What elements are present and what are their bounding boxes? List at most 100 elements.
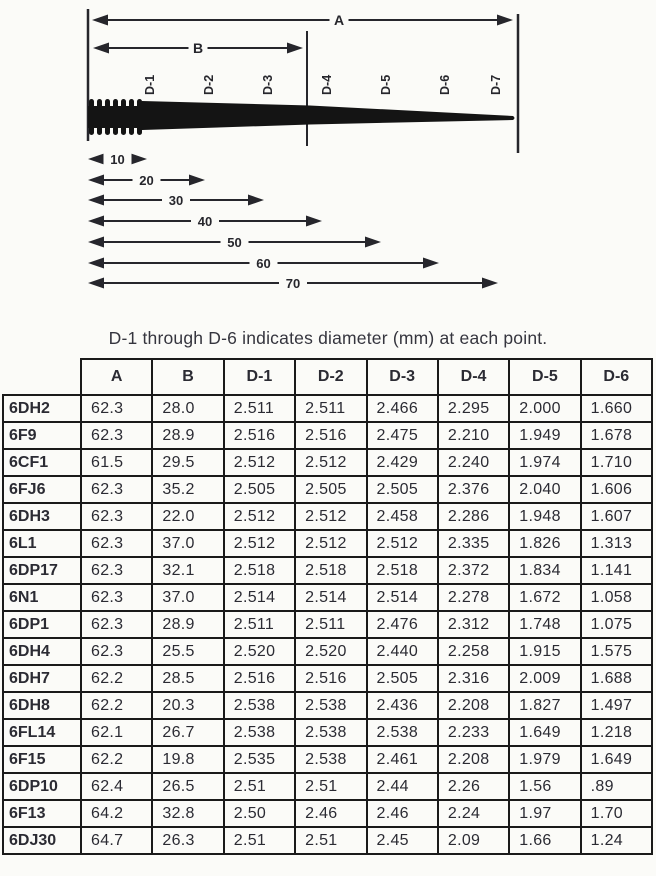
needle-name: 6DP10 (2, 772, 82, 801)
spec-value: 1.948 (508, 502, 582, 531)
diameter-point-label: D-5 (379, 75, 393, 95)
spec-value: 2.312 (436, 610, 511, 639)
distance-arrow: 60 (88, 255, 439, 271)
column-header: D-3 (365, 358, 439, 396)
dimension-label: 60 (256, 256, 270, 271)
arrowhead-left (88, 215, 104, 227)
spec-value: 2.24 (436, 799, 511, 828)
spec-value: 2.458 (365, 502, 439, 531)
needle-thread-rib (105, 99, 110, 135)
spec-value: 2.511 (294, 394, 368, 423)
spec-value: 62.4 (79, 772, 154, 801)
column-header: D-6 (579, 358, 654, 396)
arrowhead-left (88, 257, 104, 269)
spec-value: 1.313 (579, 529, 654, 558)
spec-value: 2.440 (365, 637, 439, 666)
spec-value: 2.50 (222, 799, 297, 828)
arrowhead-right (482, 277, 498, 289)
corner-cell (3, 359, 81, 395)
arrowhead-left (88, 174, 104, 186)
arrowhead-left (88, 194, 104, 206)
needle-name: 6N1 (2, 583, 82, 612)
needle-name: 6DH3 (2, 502, 82, 531)
spec-value: 2.09 (436, 826, 511, 855)
table-row: 6F9 62.3 28.9 2.516 2.516 2.475 2.210 1.949 1.67… (2, 421, 654, 450)
spec-value: 62.3 (79, 394, 154, 423)
spec-value: 1.97 (508, 799, 582, 828)
spec-value: 1.827 (508, 691, 582, 720)
table-caption: D-1 through D-6 indicates diameter (mm) … (108, 328, 548, 348)
spec-value: 1.826 (508, 529, 582, 558)
spec-value: 2.512 (222, 448, 297, 477)
spec-value: 1.575 (579, 637, 654, 666)
needle-shape (88, 99, 515, 135)
spec-value: 2.46 (294, 799, 368, 828)
spec-value: 2.335 (436, 529, 511, 558)
diameter-point-label: D-2 (202, 75, 216, 95)
spec-value: 1.649 (579, 745, 654, 774)
spec-value: 62.3 (79, 475, 154, 504)
needle-name: 6FJ6 (2, 475, 82, 504)
diameter-point-label: D-6 (438, 75, 452, 95)
needle-name: 6DH8 (2, 691, 82, 720)
spec-value: 2.233 (436, 718, 511, 747)
dimension-label: 70 (286, 276, 300, 291)
spec-value: 2.511 (294, 610, 368, 639)
spec-value: 2.538 (294, 691, 368, 720)
spec-value: 28.0 (151, 394, 225, 423)
spec-value: 2.040 (508, 475, 582, 504)
spec-value: 2.240 (436, 448, 511, 477)
table-row: 6DH7 62.2 28.5 2.516 2.516 2.505 2.316 2.009 1.6… (2, 664, 654, 693)
spec-value: 1.70 (579, 799, 654, 828)
arrowhead-right (423, 257, 439, 269)
needle-thread-rib (113, 99, 118, 135)
dimension-label: 40 (198, 214, 212, 229)
spec-value: 1.974 (508, 448, 582, 477)
spec-value: 61.5 (79, 448, 154, 477)
spec-value: 2.516 (294, 664, 368, 693)
needle-name: 6CF1 (2, 448, 82, 477)
needle-taper-body (142, 101, 515, 130)
spec-value: 62.3 (79, 556, 154, 585)
spec-value: 1.497 (579, 691, 654, 720)
spec-value: 20.3 (151, 691, 225, 720)
spec-value: 28.9 (151, 610, 225, 639)
spec-value: 2.511 (222, 610, 297, 639)
spec-value: 1.649 (508, 718, 582, 747)
distance-arrow: 10 (88, 151, 147, 167)
spec-value: 2.429 (365, 448, 439, 477)
spec-value: 62.3 (79, 583, 154, 612)
arrowhead-left (88, 236, 104, 248)
spec-value: 2.505 (365, 475, 439, 504)
table-row: 6DP10 62.4 26.5 2.51 2.51 2.44 2.26 1.56.89 (2, 772, 654, 801)
spec-value: 28.5 (151, 664, 225, 693)
spec-value: 1.748 (508, 610, 582, 639)
spec-value: 2.520 (222, 637, 297, 666)
spec-value: 2.505 (294, 475, 368, 504)
distance-arrow: 70 (88, 275, 498, 291)
spec-value: 37.0 (151, 583, 225, 612)
spec-value: 2.512 (365, 529, 439, 558)
needle-thread-rib (97, 99, 102, 135)
spec-value: 64.2 (79, 799, 154, 828)
spec-value: 2.46 (365, 799, 439, 828)
spec-value: 28.9 (151, 421, 225, 450)
spec-value: 2.278 (436, 583, 511, 612)
arrowhead-right (365, 236, 381, 248)
spec-value: 35.2 (151, 475, 225, 504)
spec-value: 2.512 (222, 502, 297, 531)
spec-value: 1.660 (579, 394, 654, 423)
arrowhead-right (306, 215, 322, 227)
table-row: 6DH4 62.3 25.5 2.520 2.520 2.440 2.258 1.915 1.5… (2, 637, 654, 666)
needle-name: 6DH4 (2, 637, 82, 666)
spec-value: 2.44 (365, 772, 439, 801)
spec-value: 62.2 (79, 745, 154, 774)
spec-value: 29.5 (151, 448, 225, 477)
spec-value: 2.538 (222, 718, 297, 747)
spec-value: 2.512 (222, 529, 297, 558)
needle-thread-rib (129, 99, 134, 135)
column-header: B (151, 358, 225, 396)
spec-value: 62.3 (79, 610, 154, 639)
